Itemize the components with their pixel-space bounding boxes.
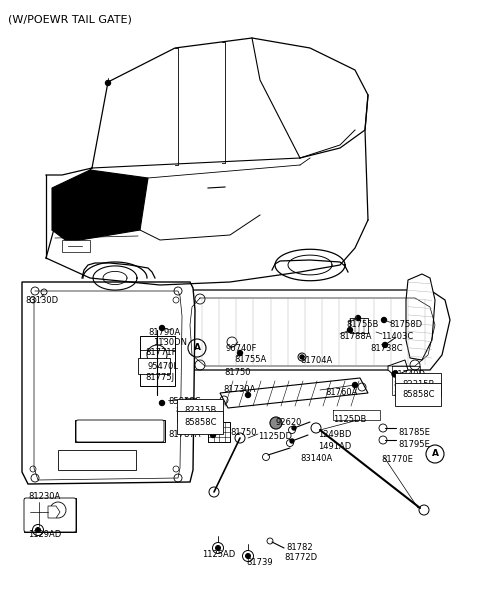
Circle shape	[392, 371, 398, 377]
Bar	[62, 240, 90, 252]
Text: 1130DN: 1130DN	[153, 338, 187, 347]
Circle shape	[382, 318, 386, 322]
Text: 81770E: 81770E	[381, 455, 413, 464]
Bar	[138, 358, 170, 374]
Text: 1491AD: 1491AD	[318, 442, 351, 451]
Circle shape	[159, 325, 165, 331]
Text: 81755B: 81755B	[346, 320, 378, 329]
Text: (W/POEWR TAIL GATE): (W/POEWR TAIL GATE)	[8, 14, 132, 24]
Circle shape	[245, 554, 251, 559]
Text: 81750: 81750	[224, 368, 251, 377]
Text: 81771F: 81771F	[145, 348, 177, 357]
Circle shape	[352, 383, 358, 388]
Polygon shape	[406, 274, 435, 360]
Text: 1129AD: 1129AD	[28, 530, 61, 539]
Circle shape	[292, 426, 296, 430]
Circle shape	[245, 392, 251, 398]
Text: 82315B: 82315B	[175, 406, 207, 415]
Circle shape	[348, 328, 352, 332]
Circle shape	[290, 439, 294, 443]
Text: 81740D: 81740D	[392, 370, 425, 379]
Bar	[140, 336, 175, 386]
Text: 1249BD: 1249BD	[318, 430, 351, 439]
Circle shape	[106, 81, 110, 86]
Text: 81785E: 81785E	[398, 428, 430, 437]
Circle shape	[159, 401, 165, 405]
FancyBboxPatch shape	[24, 498, 76, 532]
Text: 95470L: 95470L	[148, 362, 179, 371]
Text: A: A	[432, 450, 439, 459]
Text: 96740F: 96740F	[226, 344, 257, 353]
Text: 81787A: 81787A	[168, 430, 201, 439]
Text: 81782: 81782	[286, 543, 312, 552]
Text: 85858C: 85858C	[393, 390, 425, 399]
Polygon shape	[52, 170, 148, 242]
Text: 82315B: 82315B	[402, 380, 434, 389]
Bar	[58, 450, 136, 470]
Text: 81230A: 81230A	[28, 492, 60, 501]
Text: 85858C: 85858C	[402, 390, 434, 399]
Circle shape	[216, 545, 220, 551]
Text: A: A	[193, 343, 201, 352]
Text: 11403C: 11403C	[381, 332, 413, 341]
Circle shape	[238, 350, 242, 355]
Text: 82315B: 82315B	[184, 406, 216, 415]
Bar	[75, 420, 165, 442]
Text: 83140A: 83140A	[300, 454, 332, 463]
Circle shape	[383, 343, 387, 347]
Polygon shape	[180, 290, 450, 370]
Polygon shape	[220, 378, 368, 408]
Bar	[208, 422, 230, 442]
Text: 1125AD: 1125AD	[202, 550, 235, 559]
Text: 82315B: 82315B	[393, 380, 425, 389]
Text: 85858C: 85858C	[184, 418, 216, 427]
Text: 81788A: 81788A	[339, 332, 372, 341]
Text: 1125DB: 1125DB	[333, 415, 366, 424]
Circle shape	[356, 316, 360, 321]
Text: 81760A: 81760A	[325, 388, 358, 397]
Text: 81790A: 81790A	[148, 328, 180, 337]
Text: 85858C: 85858C	[168, 397, 201, 406]
Text: 92620: 92620	[276, 418, 302, 427]
Text: 83130D: 83130D	[25, 296, 58, 305]
Text: 81730A: 81730A	[224, 385, 256, 394]
Bar	[24, 498, 76, 532]
Circle shape	[270, 417, 282, 429]
Text: 1125DD: 1125DD	[258, 432, 292, 441]
Text: 81750: 81750	[230, 428, 256, 437]
Text: 81758D: 81758D	[389, 320, 422, 329]
Text: 81755A: 81755A	[234, 355, 266, 364]
Polygon shape	[388, 360, 408, 376]
Text: 81738C: 81738C	[370, 344, 403, 353]
Circle shape	[36, 527, 40, 532]
Text: 81795E: 81795E	[398, 440, 430, 449]
Circle shape	[211, 432, 216, 438]
Text: 81739: 81739	[246, 558, 273, 567]
Circle shape	[300, 355, 304, 359]
Polygon shape	[22, 282, 195, 484]
FancyBboxPatch shape	[76, 420, 164, 442]
Text: 81772D: 81772D	[284, 553, 317, 562]
Text: 81775J: 81775J	[145, 373, 174, 382]
Bar	[350, 318, 368, 333]
Text: 81704A: 81704A	[300, 356, 332, 365]
Polygon shape	[48, 506, 60, 518]
